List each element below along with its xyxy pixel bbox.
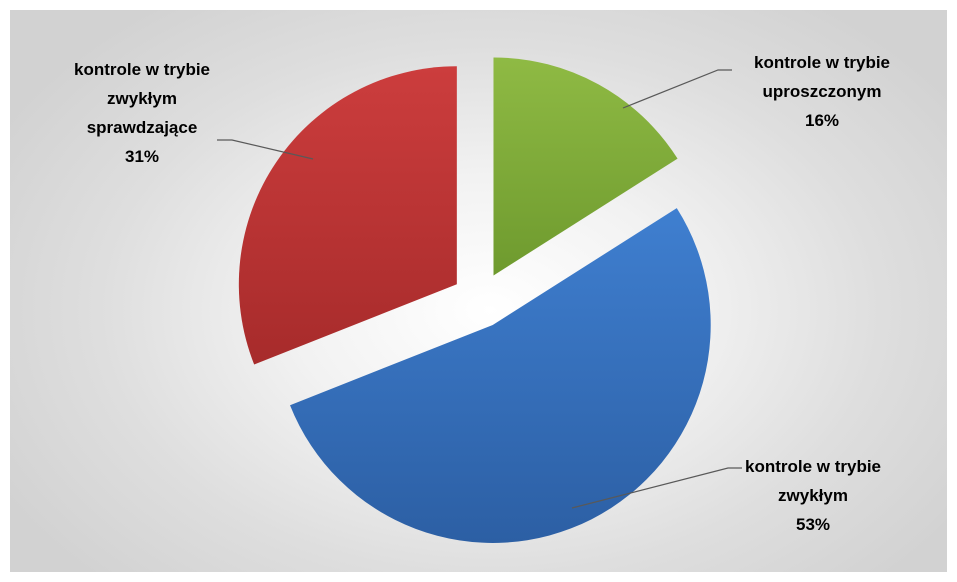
leader-line-2 — [217, 139, 314, 160]
data-label-text: kontrole w trybie — [754, 53, 890, 72]
data-label-text: kontrole w trybie — [745, 457, 881, 476]
pie-slice-0 — [493, 57, 678, 276]
leader-lines-layer — [217, 69, 742, 509]
data-label-text: zwykłym — [778, 486, 848, 505]
leader-line-0 — [622, 69, 732, 109]
labels-layer: kontrole w trybieuproszczonym16%kontrole… — [74, 53, 890, 534]
leader-line-1 — [571, 467, 742, 509]
data-label-text: zwykłym — [107, 89, 177, 108]
data-label-text: sprawdzające — [87, 118, 198, 137]
data-label-percent: 31% — [125, 147, 159, 166]
pie-slice-2 — [238, 66, 457, 365]
data-label-text: kontrole w trybie — [74, 60, 210, 79]
slices-layer — [238, 57, 711, 543]
data-label-1: kontrole w trybie zwykłym 53% — [745, 457, 881, 534]
pie-slice-1 — [290, 208, 711, 543]
data-label-text: uproszczonym — [762, 82, 881, 101]
data-label-2: kontrole w trybie zwykłym sprawdzające 31% — [74, 60, 210, 166]
data-label-percent: 16% — [805, 111, 839, 130]
data-label-0: kontrole w trybie uproszczonym 16% — [754, 53, 890, 130]
data-label-percent: 53% — [796, 515, 830, 534]
